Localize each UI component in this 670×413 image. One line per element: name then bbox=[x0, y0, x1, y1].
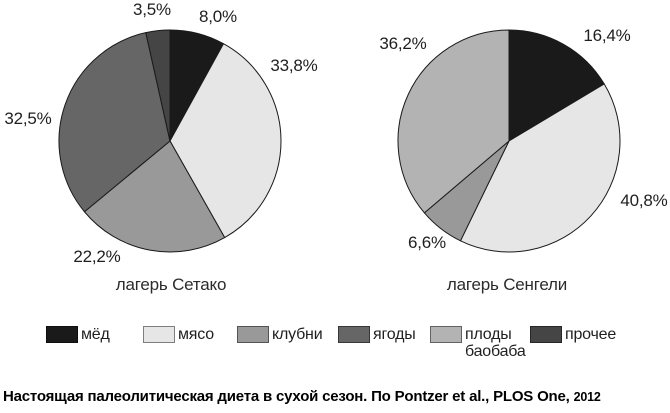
legend-label-tubers: клубни bbox=[272, 326, 323, 343]
legend-label-berries: ягоды bbox=[373, 326, 416, 343]
pie-chart-setako bbox=[58, 29, 282, 253]
legend-item-baobab: плоды баобаба bbox=[430, 326, 527, 360]
legend-label-other: прочее bbox=[565, 326, 617, 343]
percent-label-sengeli-baobab: 36,2% bbox=[379, 34, 427, 53]
legend-swatch-other bbox=[530, 326, 562, 343]
legend-swatch-tubers bbox=[237, 326, 269, 343]
legend-item-tubers: клубни bbox=[237, 326, 323, 343]
pie-slice bbox=[58, 32, 171, 213]
percent-label-setako-tubers: 22,2% bbox=[73, 247, 121, 266]
pie-slice bbox=[397, 29, 510, 214]
legend-label-meat: мясо bbox=[178, 326, 214, 343]
pie-slice bbox=[459, 83, 621, 253]
percent-label-sengeli-honey: 16,4% bbox=[583, 26, 631, 45]
pie-slice bbox=[508, 29, 605, 142]
source-caption-year: 2012 bbox=[573, 390, 601, 404]
percent-label-sengeli-meat: 40,8% bbox=[620, 191, 668, 210]
pie-chart-sengeli bbox=[397, 29, 621, 253]
legend-item-berries: ягоды bbox=[338, 326, 416, 343]
percent-label-setako-meat: 33,8% bbox=[270, 56, 318, 75]
pie-title-setako: лагерь Сетако bbox=[115, 275, 227, 294]
percent-label-setako-other: 3,5% bbox=[133, 0, 171, 19]
source-caption-text: Настоящая палеолитическая диета в сухой … bbox=[3, 388, 570, 405]
legend-item-honey: мёд bbox=[46, 326, 110, 343]
source-caption: Настоящая палеолитическая диета в сухой … bbox=[3, 388, 667, 405]
percent-label-sengeli-tubers: 6,6% bbox=[408, 233, 446, 252]
pie-title-sengeli: лагерь Сенгели bbox=[446, 275, 568, 294]
legend-item-meat: мясо bbox=[143, 326, 214, 343]
legend-label-baobab: плоды баобаба bbox=[465, 326, 526, 360]
pie-slice bbox=[145, 29, 171, 142]
legend-swatch-honey bbox=[46, 326, 78, 343]
pie-slice bbox=[83, 140, 226, 253]
legend-swatch-berries bbox=[338, 326, 370, 343]
legend-item-other: прочее bbox=[530, 326, 616, 343]
percent-label-setako-honey: 8,0% bbox=[199, 7, 237, 26]
legend-swatch-meat bbox=[143, 326, 175, 343]
legend-label-honey: мёд bbox=[81, 326, 110, 343]
legend-swatch-baobab bbox=[430, 326, 462, 343]
percent-label-setako-berries: 32,5% bbox=[4, 109, 52, 128]
